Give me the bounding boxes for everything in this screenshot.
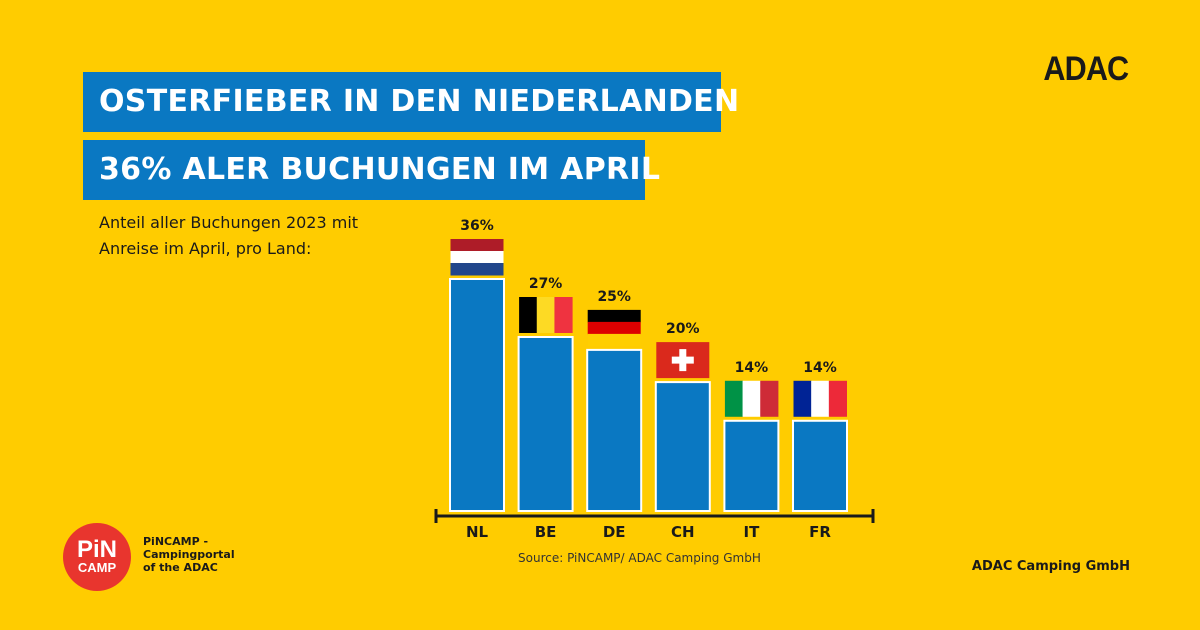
category-label-de: DE bbox=[603, 523, 626, 541]
pincamp-caption-line-1: PiNCAMP - bbox=[143, 535, 209, 548]
category-label-fr: FR bbox=[809, 523, 831, 541]
chart-subtitle-line-1: Anteil aller Buchungen 2023 mit bbox=[99, 213, 359, 232]
value-label-be: 27% bbox=[529, 276, 563, 292]
bar-it bbox=[723, 419, 780, 512]
value-label-it: 14% bbox=[735, 360, 769, 376]
pincamp-caption-line-3: of the ADAC bbox=[143, 561, 218, 574]
headline-line-2: 36% ALER BUCHUNGEN IM APRIL bbox=[83, 140, 660, 200]
germany-flag-icon bbox=[587, 309, 641, 347]
bar-fr bbox=[792, 419, 848, 512]
value-label-fr: 14% bbox=[803, 360, 837, 376]
netherlands-flag-icon bbox=[450, 239, 504, 276]
category-label-nl: NL bbox=[466, 523, 489, 541]
value-label-ch: 20% bbox=[666, 321, 700, 337]
france-flag-icon bbox=[793, 380, 847, 417]
category-label-it: IT bbox=[743, 523, 760, 541]
pincamp-logo-word-1: PiN bbox=[76, 536, 117, 563]
italy-flag-icon bbox=[724, 380, 779, 417]
value-label-de: 25% bbox=[597, 289, 631, 305]
chart-subtitle: Anteil aller Buchungen 2023 mit Anreise … bbox=[99, 210, 358, 262]
belgium-flag-icon bbox=[519, 297, 573, 333]
pincamp-logo: PiN CAMP bbox=[63, 523, 131, 591]
value-label-nl: 36% bbox=[460, 218, 494, 234]
headline-line-1: OSTERFIEBER IN DEN NIEDERLANDEN bbox=[83, 72, 739, 132]
bar-ch bbox=[654, 381, 711, 512]
source-note: Source: PiNCAMP/ ADAC Camping GmbH bbox=[518, 551, 761, 565]
chart-subtitle-line-2: Anreise im April, pro Land: bbox=[99, 239, 312, 258]
bar-nl bbox=[449, 278, 505, 512]
bar-be bbox=[517, 336, 574, 512]
adac-logo: ADAC bbox=[1043, 50, 1129, 88]
pincamp-logo-word-2: CAMP bbox=[77, 560, 117, 575]
pincamp-caption: PiNCAMP - Campingportal of the ADAC bbox=[143, 535, 235, 574]
category-label-ch: CH bbox=[671, 523, 695, 541]
pincamp-caption-line-2: Campingportal bbox=[143, 548, 235, 561]
category-label-be: BE bbox=[535, 523, 557, 541]
bar-de bbox=[586, 348, 643, 512]
company-name: ADAC Camping GmbH bbox=[971, 559, 1130, 574]
switzerland-flag-icon bbox=[656, 342, 710, 379]
